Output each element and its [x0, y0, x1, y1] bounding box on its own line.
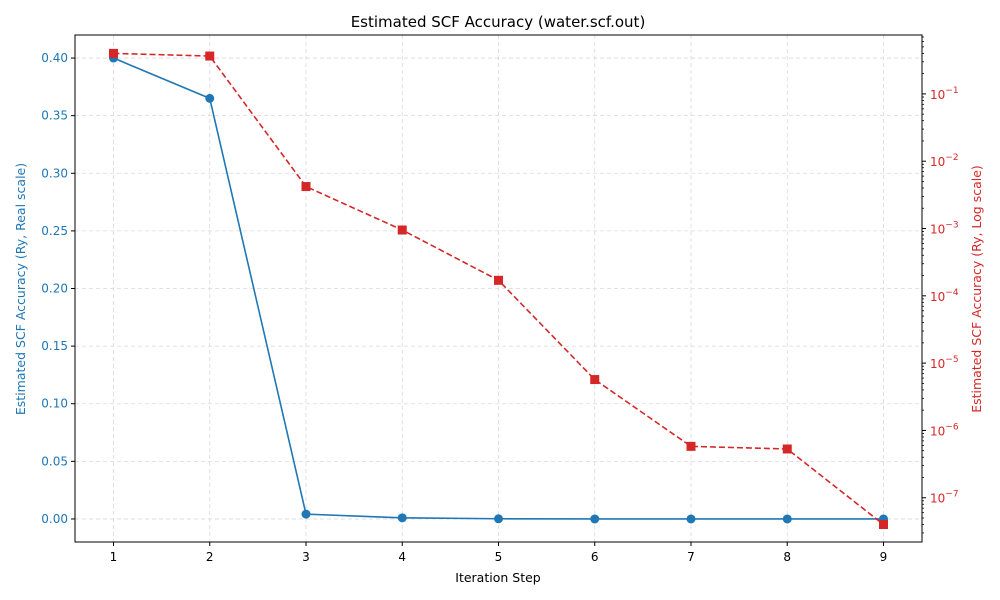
data-point-circle: [205, 93, 215, 103]
y-right-tick-label: 10−1: [930, 86, 959, 102]
y-left-tick-label: 0.30: [41, 166, 68, 180]
y-left-tick-label: 0.35: [41, 109, 68, 123]
x-tick-label: 5: [495, 550, 503, 564]
x-tick-label: 2: [206, 550, 214, 564]
x-tick-label: 3: [302, 550, 310, 564]
y-left-tick-label: 0.00: [41, 512, 68, 526]
x-tick-label: 4: [398, 550, 406, 564]
data-point-square: [590, 375, 600, 385]
y-right-tick-label: 10−3: [930, 221, 959, 237]
y-axis-right-label: Estimated SCF Accuracy (Ry, Log scale): [969, 165, 984, 413]
y-right-tick-label: 10−7: [930, 490, 959, 506]
data-point-square: [205, 51, 215, 61]
data-point-square: [397, 225, 407, 235]
data-point-circle: [301, 509, 311, 519]
x-tick-label: 7: [687, 550, 695, 564]
y-left-tick-label: 0.10: [41, 397, 68, 411]
data-point-square: [686, 441, 696, 451]
x-axis: 1 2 3 4 5 6 7 8 9: [110, 542, 888, 564]
chart-title: Estimated SCF Accuracy (water.scf.out): [351, 13, 646, 31]
y-right-tick-label: 10−6: [930, 422, 959, 438]
y-left-tick-label: 0.05: [41, 454, 68, 468]
data-point-circle: [590, 514, 600, 524]
y-axis-right: 10−7 10−6 10−5 10−4 10−3 10−2 10−1: [922, 36, 959, 534]
y-axis-left: 0.00 0.05 0.10 0.15 0.20 0.25 0.30 0.35 0.40: [41, 51, 75, 526]
x-tick-label: 6: [591, 550, 599, 564]
y-right-tick-label: 10−5: [930, 355, 959, 371]
data-point-circle: [397, 513, 407, 523]
data-point-square: [494, 275, 503, 285]
data-point-circle: [782, 514, 792, 524]
data-point-circle: [494, 514, 503, 524]
y-axis-left-label: Estimated SCF Accuracy (Ry, Real scale): [13, 163, 28, 415]
y-right-tick-label: 10−2: [930, 153, 959, 169]
x-tick-label: 1: [110, 550, 118, 564]
y-left-tick-label: 0.20: [41, 282, 68, 296]
x-tick-label: 8: [783, 550, 791, 564]
y-left-tick-label: 0.25: [41, 224, 68, 238]
x-tick-label: 9: [880, 550, 888, 564]
y-left-tick-label: 0.40: [41, 51, 68, 65]
x-axis-label: Iteration Step: [455, 570, 541, 585]
series-layer: [109, 48, 888, 530]
data-point-square: [782, 444, 792, 454]
grid-lines: [75, 35, 922, 542]
y-left-tick-label: 0.15: [41, 339, 68, 353]
y-right-tick-label: 10−4: [930, 288, 959, 304]
data-point-circle: [686, 514, 696, 524]
data-point-square: [301, 182, 311, 192]
data-point-square: [109, 48, 118, 58]
data-point-square: [879, 520, 888, 530]
